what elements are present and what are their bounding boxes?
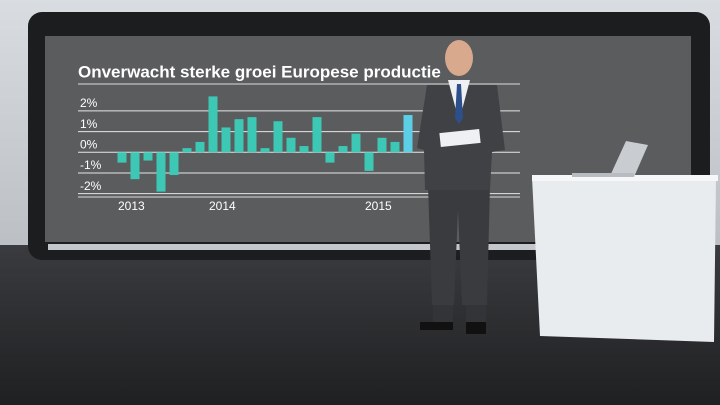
bar [273, 121, 283, 153]
y-tick-label: -2% [80, 179, 102, 193]
bar [286, 137, 296, 153]
desk [532, 141, 718, 342]
bar [182, 148, 192, 153]
x-tick-label: 2013 [118, 199, 145, 213]
bar [117, 152, 127, 163]
bar [260, 148, 270, 153]
bar [143, 152, 153, 161]
bar [364, 152, 374, 171]
bar [312, 117, 322, 153]
bar [351, 133, 361, 153]
bar [377, 137, 387, 153]
y-tick-label: -1% [80, 158, 102, 172]
bar [403, 115, 413, 153]
bar [221, 127, 231, 153]
bar [195, 141, 205, 153]
x-tick-label: 2014 [209, 199, 236, 213]
bar [156, 152, 166, 192]
y-tick-label: 1% [80, 117, 98, 131]
bar [208, 96, 218, 153]
bar [247, 117, 257, 153]
bar [390, 141, 400, 153]
x-tick-label: 2015 [365, 199, 392, 213]
bar [130, 152, 140, 180]
y-tick-label: 2% [80, 96, 98, 110]
bar [234, 119, 244, 153]
bar [169, 152, 179, 176]
bar [338, 146, 348, 153]
presenter [417, 40, 505, 334]
bar [325, 152, 335, 163]
screen-light [48, 244, 688, 250]
y-tick-label: 0% [80, 137, 98, 151]
bar [299, 146, 309, 153]
chart-title: Onverwacht sterke groei Europese product… [78, 62, 441, 81]
